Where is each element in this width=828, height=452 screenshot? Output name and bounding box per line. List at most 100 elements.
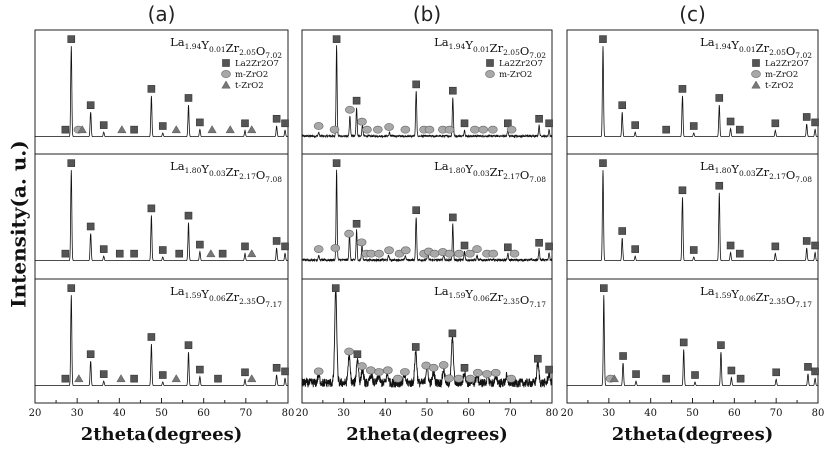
panel-letter: (a) [148, 2, 176, 26]
legend-label: t-ZrO2 [765, 81, 794, 91]
la2zr2o7-marker [662, 374, 670, 383]
x-tick-label: 60 [197, 408, 210, 419]
x-tick-label: 40 [379, 408, 392, 419]
la2zr2o7-marker [726, 241, 735, 250]
x-tick-label: 70 [504, 408, 517, 419]
x-tick-label: 40 [644, 408, 657, 419]
la2zr2o7-marker [535, 114, 543, 123]
composition-label: La1.59Y0.06Zr2.35O7.17 [434, 284, 546, 309]
la2zr2o7-marker [115, 249, 124, 258]
la2zr2o7-marker [86, 101, 95, 109]
la2zr2o7-marker [449, 86, 457, 95]
panel-letter: (c) [679, 2, 706, 26]
la2zr2o7-marker [241, 242, 249, 251]
m-zro2-marker [313, 245, 324, 254]
m-zro2-marker [344, 347, 354, 356]
legend-square-icon [222, 59, 230, 67]
m-zro2-marker [470, 125, 480, 134]
t-zro2-marker [247, 374, 257, 383]
m-zro2-marker [472, 245, 482, 254]
m-zro2-marker [465, 374, 476, 383]
la2zr2o7-marker [281, 119, 289, 128]
panel-2: (b) 20 30 40 50 60 70 80 2theta(degrees) La1.94Y0… [296, 2, 559, 445]
m-zro2-marker [383, 366, 393, 375]
legend-circle-icon [485, 70, 495, 78]
la2zr2o7-marker [130, 374, 138, 383]
x-tick-label: 50 [155, 408, 168, 419]
la2zr2o7-marker [272, 114, 281, 123]
x-tick-label: 70 [770, 408, 783, 419]
la2zr2o7-marker [802, 237, 811, 245]
la2zr2o7-marker [802, 113, 811, 121]
t-zro2-marker [247, 125, 257, 134]
la2zr2o7-marker [352, 96, 361, 105]
m-zro2-marker [313, 367, 324, 376]
m-zro2-marker [444, 374, 454, 383]
x-tick-label: 80 [812, 408, 825, 419]
legend-triangle-icon [221, 80, 231, 89]
m-zro2-marker [438, 361, 449, 369]
m-zro2-marker [488, 125, 498, 134]
composition-label: La1.80Y0.03Zr2.17O7.08 [700, 159, 812, 184]
la2zr2o7-marker [460, 363, 469, 372]
la2zr2o7-marker [715, 94, 724, 102]
t-zro2-marker [74, 374, 84, 383]
xrd-pattern-line [567, 295, 818, 386]
m-zro2-marker [478, 125, 489, 134]
la2zr2o7-marker [599, 159, 607, 167]
subplot-2: La1.80Y0.03Zr2.17O7.08 [301, 159, 553, 263]
subplot-1: La1.94Y0.01Zr2.05O7.02La2Zr2O7m-ZrO2t-Zr… [35, 35, 289, 137]
la2zr2o7-marker [679, 338, 688, 347]
y-axis-label: Intensity(a. u.) [7, 140, 31, 307]
m-zro2-marker [356, 238, 367, 247]
la2zr2o7-marker [147, 85, 156, 93]
m-zro2-marker [465, 249, 475, 258]
x-tick-label: 60 [728, 408, 741, 419]
la2zr2o7-marker [272, 363, 281, 372]
m-zro2-marker [444, 125, 455, 134]
t-zro2-marker [206, 249, 216, 258]
la2zr2o7-marker [736, 374, 745, 383]
m-zro2-marker [374, 368, 384, 376]
t-zro2-marker [116, 374, 126, 383]
subplot-2: La1.80Y0.03Zr2.17O7.08 [35, 159, 289, 261]
m-zro2-marker [365, 366, 376, 375]
m-zro2-marker [453, 374, 464, 383]
la2zr2o7-marker [147, 333, 156, 341]
la2zr2o7-marker [99, 245, 108, 253]
la2zr2o7-marker [281, 367, 289, 376]
xrd-pattern-line [301, 45, 553, 139]
la2zr2o7-marker [545, 119, 553, 128]
la2zr2o7-marker [411, 343, 420, 351]
la2zr2o7-marker [196, 240, 204, 249]
t-zro2-marker [77, 125, 87, 134]
composition-label: La1.59Y0.06Zr2.35O7.17 [700, 284, 812, 309]
la2zr2o7-marker [196, 118, 204, 127]
la2zr2o7-marker [545, 365, 553, 374]
la2zr2o7-marker [632, 370, 640, 378]
la2zr2o7-marker [599, 35, 607, 43]
xrd-pattern-line [301, 169, 553, 263]
la2zr2o7-marker [717, 341, 725, 349]
la2zr2o7-marker [331, 284, 340, 292]
la2zr2o7-marker [735, 249, 744, 258]
la2zr2o7-marker [449, 213, 457, 222]
la2zr2o7-marker [332, 159, 341, 167]
la2zr2o7-marker [241, 368, 249, 377]
la2zr2o7-marker [662, 125, 670, 134]
la2zr2o7-marker [175, 249, 184, 258]
la2zr2o7-marker [67, 159, 76, 167]
x-tick-label: 60 [462, 408, 475, 419]
m-zro2-marker [509, 249, 520, 258]
x-tick-label: 20 [29, 408, 42, 419]
la2zr2o7-marker [689, 246, 698, 254]
m-zro2-marker [488, 249, 499, 258]
t-zro2-marker [225, 125, 235, 134]
subplot-3: La1.59Y0.06Zr2.35O7.17 [35, 284, 289, 386]
m-zro2-marker [400, 246, 411, 255]
legend-square-icon [486, 59, 494, 67]
la2zr2o7-marker [726, 117, 735, 126]
